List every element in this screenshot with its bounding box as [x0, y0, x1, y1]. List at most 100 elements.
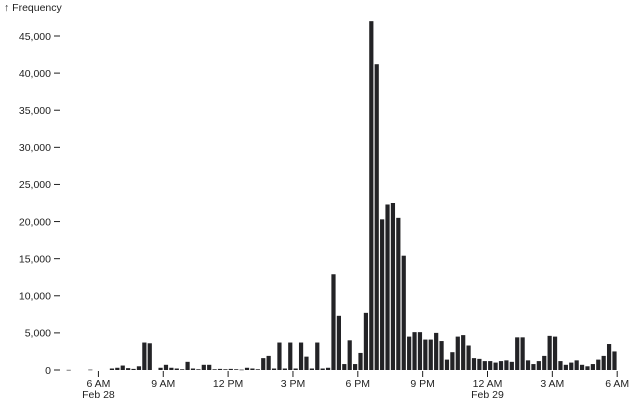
histogram-bar	[531, 364, 536, 370]
histogram-bar	[547, 335, 552, 370]
histogram-bar	[325, 367, 331, 370]
histogram-bar	[434, 332, 439, 370]
histogram-bar	[336, 315, 341, 370]
histogram-bar	[525, 360, 531, 370]
histogram-bar	[277, 342, 282, 370]
histogram-bar	[444, 359, 450, 370]
y-tick-label: 10,000	[19, 291, 51, 303]
histogram-bar	[471, 358, 477, 370]
x-tick-label: 6 AM	[86, 378, 110, 390]
histogram-bar	[142, 342, 147, 370]
histogram-bar	[601, 355, 606, 370]
histogram-bar	[417, 332, 423, 370]
histogram-bar	[234, 369, 239, 370]
histogram-bar	[239, 369, 244, 371]
y-tick-label: 5,000	[25, 328, 51, 340]
histogram-bar	[244, 367, 250, 370]
histogram-bar	[380, 219, 385, 370]
histogram-bar	[536, 361, 541, 370]
histogram-bar	[482, 361, 487, 370]
histogram-bar	[515, 337, 520, 370]
x-tick-date-label: Feb 29	[471, 389, 504, 400]
x-tick-label: 12 AM	[473, 378, 503, 390]
histogram-bar	[315, 342, 320, 370]
histogram-bar	[88, 369, 93, 371]
histogram-bar	[428, 339, 433, 370]
histogram-bar	[131, 368, 136, 370]
histogram-bar	[579, 364, 585, 370]
histogram-bar	[180, 369, 185, 370]
histogram-bar	[126, 368, 131, 370]
histogram-bar	[477, 358, 482, 370]
histogram-bar	[596, 359, 601, 370]
histogram-bar	[147, 343, 152, 370]
histogram-bar	[374, 64, 379, 371]
y-tick-label: 35,000	[19, 105, 51, 117]
histogram-bar	[304, 356, 309, 370]
histogram-bar	[504, 360, 509, 370]
histogram-bar	[423, 339, 428, 370]
x-tick-label: 6 AM	[605, 378, 629, 390]
histogram-bar	[201, 364, 206, 370]
y-axis: 0 5,000 10,000 15,000 20,000 25,000 30,000 35,0…	[19, 31, 60, 377]
y-tick-label: 40,000	[19, 68, 51, 80]
histogram-bar	[563, 364, 568, 370]
histogram-bar	[493, 362, 498, 370]
histogram-bar	[455, 336, 460, 370]
y-tick-label: 30,000	[19, 142, 51, 154]
histogram-bar	[347, 340, 352, 370]
y-tick-label: 15,000	[19, 253, 51, 265]
bars	[66, 21, 617, 371]
x-tick-label: 3 PM	[281, 378, 306, 390]
histogram-bar	[439, 341, 444, 370]
histogram-bar	[115, 367, 120, 370]
histogram-bar	[185, 361, 190, 370]
y-tick-label: 0	[45, 365, 51, 377]
histogram-bar	[401, 255, 406, 370]
histogram-bar	[174, 368, 179, 370]
histogram-bar	[163, 364, 169, 370]
y-axis-label: ↑ Frequency	[4, 2, 63, 14]
x-tick-date-label: Feb 28	[82, 389, 115, 400]
histogram-bar	[196, 369, 201, 370]
histogram-bar	[266, 355, 271, 370]
histogram-bar	[66, 369, 71, 371]
histogram-bar	[574, 360, 579, 370]
histogram-bar	[385, 204, 390, 370]
histogram-bar	[169, 367, 174, 370]
histogram-bar	[407, 336, 412, 370]
histogram-bar	[606, 344, 612, 370]
histogram-bar	[282, 368, 287, 370]
x-tick-label: 12 PM	[213, 378, 243, 390]
histogram-bar	[520, 337, 525, 370]
histogram-bar	[255, 369, 260, 370]
histogram-bar	[498, 361, 504, 370]
histogram-bar	[353, 364, 358, 370]
histogram-bar	[369, 21, 374, 371]
x-tick-label: 6 PM	[346, 378, 371, 390]
histogram-bar	[396, 217, 401, 370]
histogram-bar	[390, 203, 396, 370]
x-tick-label: 9 AM	[151, 378, 175, 390]
histogram-bar	[298, 342, 304, 370]
histogram-bar	[488, 361, 493, 370]
histogram-bar	[223, 369, 228, 370]
histogram-bar	[466, 345, 471, 370]
histogram-bar	[450, 352, 455, 370]
histogram-bar	[461, 335, 466, 370]
y-tick-label: 45,000	[19, 31, 51, 43]
histogram-bar	[120, 365, 125, 370]
histogram-bar	[271, 368, 277, 370]
histogram-bar	[552, 336, 558, 370]
histogram-bar	[363, 312, 369, 370]
histogram-bar	[293, 368, 298, 370]
histogram-bar	[136, 366, 142, 370]
histogram-bar	[558, 361, 563, 370]
histogram-bar	[309, 368, 314, 370]
histogram-bar	[217, 368, 223, 370]
x-tick-label: 9 PM	[410, 378, 435, 390]
histogram-bar	[250, 368, 255, 370]
histogram-bar	[288, 342, 293, 370]
histogram-bar	[109, 368, 115, 370]
